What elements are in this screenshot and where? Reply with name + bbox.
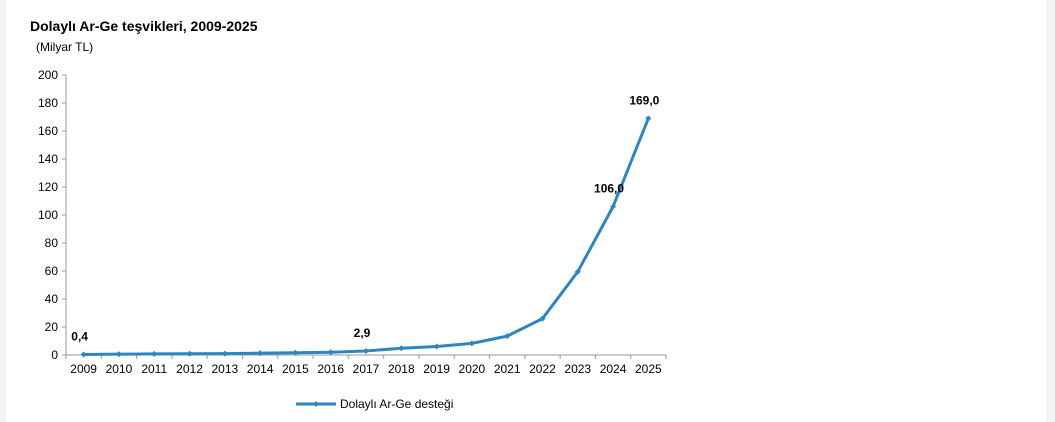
x-tick-label: 2013 <box>211 362 238 376</box>
data-point <box>645 115 652 122</box>
data-point <box>80 351 87 358</box>
x-tick-label: 2023 <box>564 362 591 376</box>
y-tick-label: 0 <box>51 348 58 362</box>
x-tick-label: 2016 <box>317 362 344 376</box>
x-tick-label: 2015 <box>282 362 309 376</box>
data-point <box>539 315 546 322</box>
data-point <box>610 203 617 210</box>
x-tick-label: 2009 <box>70 362 97 376</box>
chart-panel: Dolaylı Ar-Ge teşvikleri, 2009-2025 (Mil… <box>6 0 1046 422</box>
y-tick-label: 100 <box>38 208 58 222</box>
y-tick-label: 80 <box>45 236 59 250</box>
data-point <box>574 268 581 275</box>
data-label: 169,0 <box>629 93 659 107</box>
data-label: 2,9 <box>354 326 371 340</box>
data-point <box>186 350 193 357</box>
x-tick-label: 2011 <box>141 362 167 376</box>
x-tick-label: 2020 <box>459 362 486 376</box>
x-tick-label: 2025 <box>635 362 662 376</box>
unit-label: (Milyar TL) <box>36 40 94 54</box>
x-tick-label: 2017 <box>353 362 380 376</box>
y-tick-label: 160 <box>38 124 58 138</box>
legend-label: Dolaylı Ar-Ge desteği <box>340 397 453 411</box>
legend-swatch-marker <box>313 401 319 407</box>
series-line <box>83 117 650 356</box>
data-point <box>433 343 440 350</box>
y-tick-label: 140 <box>38 152 58 166</box>
data-point <box>363 347 369 354</box>
x-tick-label: 2014 <box>247 362 274 376</box>
data-point <box>327 349 334 356</box>
x-tick-label: 2010 <box>106 362 133 376</box>
x-tick-label: 2019 <box>423 362 450 376</box>
y-tick-label: 20 <box>45 320 59 334</box>
y-tick-label: 60 <box>45 264 59 278</box>
data-point <box>221 350 228 357</box>
x-tick-label: 2018 <box>388 362 415 376</box>
data-point <box>115 351 122 358</box>
data-point <box>151 350 158 357</box>
data-point <box>257 350 264 357</box>
x-tick-label: 2021 <box>494 362 521 376</box>
data-label: 0,4 <box>71 329 88 343</box>
y-tick-label: 120 <box>38 180 58 194</box>
data-label: 106,0 <box>594 182 624 196</box>
data-point <box>468 340 475 347</box>
y-tick-label: 180 <box>38 96 58 110</box>
x-tick-label: 2024 <box>600 362 627 376</box>
data-point <box>398 345 405 352</box>
x-tick-label: 2012 <box>176 362 203 376</box>
data-point <box>504 333 511 340</box>
chart-title: Dolaylı Ar-Ge teşvikleri, 2009-2025 <box>30 18 258 34</box>
data-point <box>292 349 299 356</box>
x-tick-label: 2022 <box>529 362 556 376</box>
y-tick-label: 40 <box>45 292 59 306</box>
y-tick-label: 200 <box>38 68 58 82</box>
line-chart: 0 20 40 60 80 100 120 140 160 180 200 2009 2010 2011 2… <box>38 68 667 411</box>
